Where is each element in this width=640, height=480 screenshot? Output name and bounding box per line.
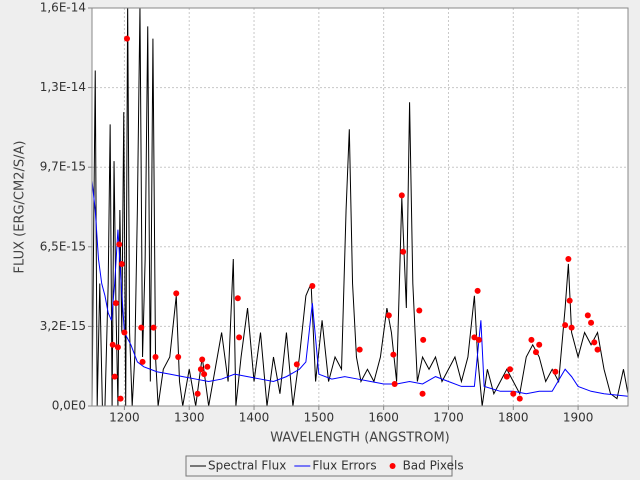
plot bbox=[92, 8, 628, 406]
bad-pixel bbox=[510, 390, 517, 397]
bad-pixel bbox=[236, 334, 243, 341]
x-tick-label: 1300 bbox=[174, 411, 205, 425]
bad-pixel bbox=[201, 371, 208, 378]
series-line bbox=[92, 8, 628, 406]
bad-pixel bbox=[112, 300, 119, 307]
legend-label: Bad Pixels bbox=[403, 459, 464, 473]
bad-pixel bbox=[152, 354, 159, 361]
bad-pixel bbox=[175, 354, 182, 361]
bad-pixel bbox=[199, 356, 206, 363]
x-tick-label: 1900 bbox=[563, 411, 594, 425]
bad-pixel bbox=[109, 341, 116, 348]
y-axis-label: FLUX (ERG/CM2/S/A) bbox=[13, 141, 28, 274]
bad-pixel bbox=[471, 334, 478, 341]
legend: Spectral Flux Flux Errors Bad Pixels bbox=[190, 459, 464, 473]
y-tick-label: 1,3E-14 bbox=[40, 80, 86, 94]
bad-pixel bbox=[150, 324, 157, 331]
bad-pixel bbox=[536, 341, 543, 348]
y-tick-label: 6,5E-15 bbox=[40, 239, 86, 253]
legend-marker bbox=[389, 463, 396, 469]
bad-pixel bbox=[474, 287, 481, 294]
y-tick-label: 3,2E-15 bbox=[40, 319, 86, 333]
bad-pixel bbox=[204, 363, 211, 370]
bad-pixel bbox=[591, 339, 598, 346]
x-tick-label: 1700 bbox=[433, 411, 464, 425]
bad-pixel bbox=[420, 336, 427, 343]
bad-pixel bbox=[507, 366, 514, 373]
bad-pixel bbox=[528, 336, 535, 343]
y-tick-label: 0,0E0 bbox=[52, 399, 86, 413]
bad-pixel bbox=[562, 322, 569, 329]
bad-pixel bbox=[568, 324, 575, 331]
bad-pixel bbox=[114, 344, 121, 351]
legend-label: Flux Errors bbox=[312, 459, 376, 473]
bad-pixel bbox=[398, 192, 405, 199]
plot-frame bbox=[91, 7, 629, 407]
bad-pixel bbox=[116, 241, 123, 248]
bad-pixel bbox=[111, 373, 118, 380]
y-tick-label: 9,7E-15 bbox=[40, 160, 86, 174]
bad-pixel bbox=[594, 346, 601, 353]
bad-pixel bbox=[385, 312, 392, 319]
bad-pixel bbox=[475, 336, 482, 343]
bad-pixel bbox=[117, 395, 124, 402]
bad-pixel bbox=[118, 260, 125, 267]
bad-pixel bbox=[391, 380, 398, 387]
y-tick-label: 1,6E-14 bbox=[40, 1, 86, 15]
x-tick-label: 1800 bbox=[498, 411, 529, 425]
x-axis-label: WAVELENGTH (ANGSTROM) bbox=[270, 431, 449, 446]
bad-pixel bbox=[121, 329, 128, 336]
bad-pixel bbox=[584, 312, 591, 319]
bad-pixel bbox=[552, 368, 559, 375]
bad-pixel bbox=[309, 282, 316, 289]
x-tick-label: 1400 bbox=[239, 411, 270, 425]
bad-pixel bbox=[565, 256, 572, 263]
bad-pixel bbox=[194, 390, 201, 397]
bad-pixel bbox=[293, 361, 300, 368]
bad-pixel bbox=[419, 390, 426, 397]
plot-area bbox=[92, 8, 628, 406]
x-tick-label: 1600 bbox=[368, 411, 399, 425]
bad-pixel bbox=[400, 248, 407, 255]
legend-label: Spectral Flux bbox=[208, 459, 286, 473]
bad-pixel bbox=[197, 366, 204, 373]
bad-pixel bbox=[234, 295, 241, 302]
bad-pixel bbox=[416, 307, 423, 314]
legend-box bbox=[185, 455, 453, 477]
bad-pixel bbox=[390, 351, 397, 358]
bad-pixel bbox=[138, 324, 145, 331]
bad-pixel bbox=[123, 35, 130, 42]
bad-pixel bbox=[503, 373, 510, 380]
bad-pixel bbox=[356, 346, 363, 353]
bad-pixel bbox=[566, 297, 573, 304]
bad-pixel bbox=[516, 395, 523, 402]
bad-pixel bbox=[532, 349, 539, 356]
x-tick-label: 1200 bbox=[109, 411, 140, 425]
bad-pixel bbox=[173, 290, 180, 297]
bad-pixel bbox=[588, 319, 595, 326]
x-tick-label: 1500 bbox=[304, 411, 335, 425]
bad-pixel bbox=[139, 358, 146, 365]
